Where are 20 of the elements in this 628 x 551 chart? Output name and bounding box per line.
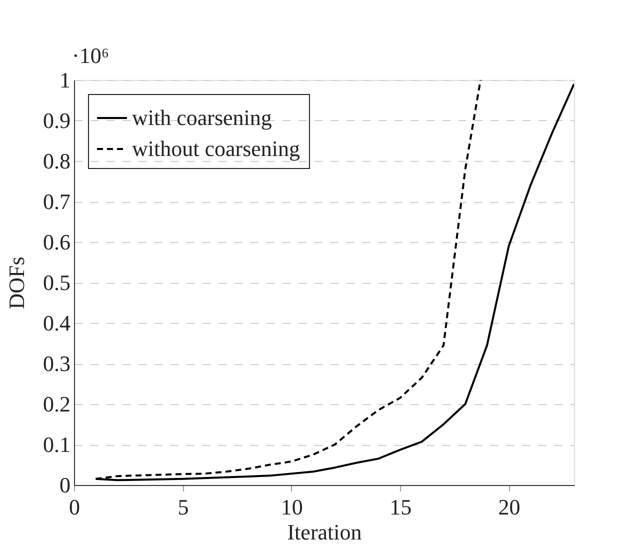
- y-tick-label: 0.6: [43, 230, 70, 254]
- legend-label: with coarsening: [132, 105, 272, 130]
- y-tick-label: 0.1: [43, 432, 70, 457]
- x-tick-label: 5: [178, 494, 189, 520]
- y-tick-label: 0.9: [43, 108, 70, 133]
- y-tick-label: 1: [60, 68, 70, 92]
- y-tick-label: 0.4: [43, 310, 70, 336]
- y-tick-label: 0.2: [43, 392, 70, 416]
- x-axis-title: Iteration: [287, 520, 362, 544]
- y-tick-label: 0.8: [43, 148, 70, 174]
- y-tick-label: 0.3: [43, 351, 70, 376]
- y-axis-title: DOFs: [4, 256, 29, 310]
- x-tick-label: 20: [498, 494, 520, 520]
- x-tick-label: 15: [390, 494, 412, 520]
- y-tick-label: 0.7: [43, 189, 70, 214]
- y-tick-label: 0.5: [43, 270, 70, 295]
- text: ·10⁶: [72, 43, 109, 68]
- y-tick-label: 0: [60, 472, 70, 498]
- legend-label: without coarsening: [132, 136, 300, 161]
- x-tick-label: 10: [280, 494, 303, 520]
